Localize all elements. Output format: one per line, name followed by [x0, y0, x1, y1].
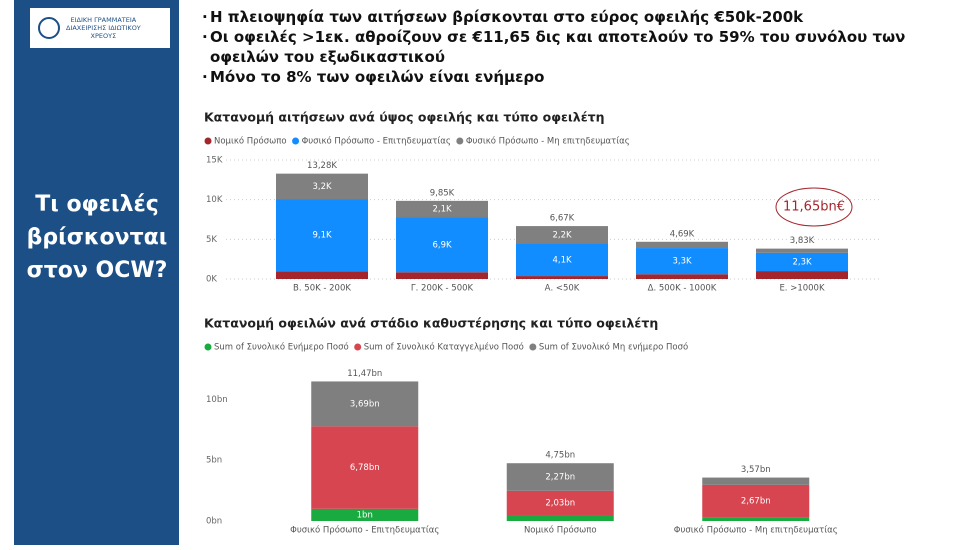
bar-segment	[516, 226, 608, 244]
value-label: 2,27bn	[545, 473, 575, 483]
legend-marker	[292, 137, 300, 145]
value-label: 2,1K	[432, 205, 452, 215]
logo-line: ΕΙΔΙΚΗ ΓΡΑΜΜΑΤΕΙΑ	[70, 16, 137, 24]
total-label: 13,28K	[307, 161, 337, 171]
total-label: 6,67K	[550, 214, 575, 224]
y-tick-label: 0K	[206, 275, 217, 285]
total-label: 3,83K	[790, 236, 815, 246]
x-tick-label: Α. <50K	[545, 284, 580, 294]
value-label: 1bn	[357, 510, 373, 520]
value-label: 3,3K	[672, 257, 692, 267]
value-label: 9,1K	[312, 231, 332, 241]
bar-segment	[516, 243, 608, 277]
legend-marker	[456, 137, 464, 145]
total-label: 9,85K	[430, 188, 455, 198]
total-label: 11,47bn	[347, 369, 382, 379]
bullet: Οι οφειλές >1εκ. αθροίζουν σε €11,65 δις…	[202, 27, 927, 67]
bar-segment	[396, 272, 488, 279]
value-label: 6,78bn	[350, 463, 380, 473]
total-label: 4,69K	[670, 229, 695, 239]
annotation-circle	[775, 187, 853, 227]
bar-segment	[311, 508, 419, 521]
y-tick-label: 5K	[206, 235, 217, 245]
sidebar-title: Τι οφειλές βρίσκονται στον OCW?	[26, 192, 168, 283]
value-label: 3,2K	[312, 182, 332, 192]
y-tick-label: 10bn	[206, 395, 228, 405]
logo: ΕΙΔΙΚΗ ΓΡΑΜΜΑΤΕΙΑ ΔΙΑΧΕΙΡΙΣΗΣ ΙΔΙΩΤΙΚΟΥ …	[30, 8, 170, 48]
value-label: 2,03bn	[545, 499, 575, 509]
legend-label: Φυσικό Πρόσωπο - Επιτηδευματίας	[302, 136, 451, 147]
bar-segment	[276, 199, 368, 272]
legend-marker	[204, 137, 212, 145]
bar-segment	[396, 200, 488, 218]
bar-segment	[506, 490, 614, 516]
value-label: 3,69bn	[350, 399, 380, 409]
value-label: 6,9K	[432, 240, 452, 250]
emblem	[38, 17, 60, 39]
legend-label: Φυσικό Πρόσωπο - Μη επιτηδευματίας	[466, 136, 630, 147]
value-label: 2,2K	[552, 230, 572, 240]
value-label: 2,3K	[792, 257, 812, 267]
bar-segment	[396, 217, 488, 273]
legend-label: Sum of Συνολικό Ενήμερο Ποσό	[214, 342, 349, 353]
bar-segment	[276, 271, 368, 279]
bar-segment	[756, 271, 848, 279]
value-label: 4,1K	[552, 255, 572, 265]
sidebar: ΕΙΔΙΚΗ ΓΡΑΜΜΑΤΕΙΑ ΔΙΑΧΕΙΡΙΣΗΣ ΙΔΙΩΤΙΚΟΥ …	[14, 0, 179, 545]
y-tick-label: 15K	[206, 156, 223, 166]
bar-segment	[756, 248, 848, 253]
bar-segment	[636, 248, 728, 275]
total-label: 4,75bn	[545, 451, 575, 461]
x-tick-label: Β. 50K - 200K	[293, 284, 351, 294]
total-label: 3,57bn	[741, 465, 771, 475]
legend-marker	[529, 343, 537, 351]
bar-segment	[311, 381, 419, 427]
x-tick-label: Δ. 500K - 1000K	[648, 284, 717, 294]
x-tick-label: Γ. 200K - 500K	[411, 284, 474, 294]
bar-segment	[702, 477, 810, 485]
x-tick-label: Φυσικό Πρόσωπο - Επιτηδευματίας	[290, 525, 439, 536]
y-tick-label: 0bn	[206, 517, 222, 527]
chart-title: Κατανομή οφειλών ανά στάδιο καθυστέρησης…	[204, 316, 658, 331]
bar-segment	[636, 241, 728, 249]
bar-segment	[276, 173, 368, 200]
legend-label: Sum of Συνολικό Καταγγελμένο Ποσό	[364, 342, 524, 353]
y-tick-label: 10K	[206, 195, 223, 205]
x-tick-label: Ε. >1000K	[779, 284, 825, 294]
bar-segment	[702, 517, 810, 521]
legend-marker	[204, 343, 212, 351]
bullet: Η πλειοψηφία των αιτήσεων βρίσκονται στο…	[202, 7, 927, 27]
logo-text: ΕΙΔΙΚΗ ΓΡΑΜΜΑΤΕΙΑ ΔΙΑΧΕΙΡΙΣΗΣ ΙΔΙΩΤΙΚΟΥ …	[66, 16, 141, 40]
bar-segment	[516, 276, 608, 279]
legend-marker	[354, 343, 362, 351]
legend-label: Sum of Συνολικό Μη ενήμερο Ποσό	[539, 342, 688, 353]
bar-segment	[636, 274, 728, 279]
bar-segment	[756, 252, 848, 272]
bullet-list: Η πλειοψηφία των αιτήσεων βρίσκονται στο…	[202, 7, 927, 87]
bar-segment	[506, 463, 614, 491]
bar-segment	[506, 515, 614, 521]
bar-segment	[311, 426, 419, 509]
x-tick-label: Φυσικό Πρόσωπο - Μη επιτηδευματίας	[674, 525, 838, 536]
chart-title: Κατανομή αιτήσεων ανά ύψος οφειλής και τ…	[204, 110, 605, 125]
bullet: Μόνο το 8% των οφειλών είναι ενήμερο	[202, 67, 927, 87]
y-tick-label: 5bn	[206, 456, 222, 466]
x-tick-label: Νομικό Πρόσωπο	[524, 525, 597, 536]
value-label: 2,67bn	[741, 497, 771, 507]
annotation: 11,65bn€	[783, 200, 845, 215]
legend-label: Νομικό Πρόσωπο	[214, 136, 287, 147]
logo-line: ΧΡΕΟΥΣ	[90, 32, 117, 40]
logo-line: ΔΙΑΧΕΙΡΙΣΗΣ ΙΔΙΩΤΙΚΟΥ	[66, 24, 141, 32]
bar-segment	[702, 484, 810, 518]
